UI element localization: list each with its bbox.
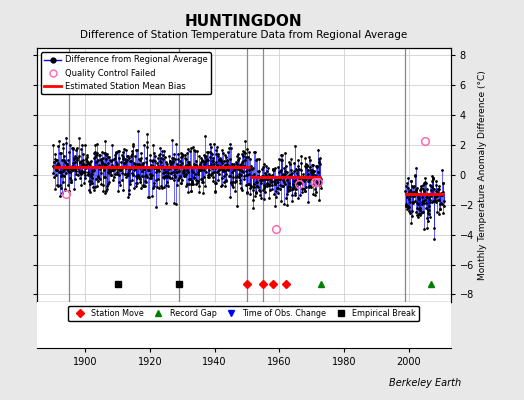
Text: Berkeley Earth: Berkeley Earth [389, 378, 461, 388]
Legend: Difference from Regional Average, Quality Control Failed, Estimated Station Mean: Difference from Regional Average, Qualit… [41, 52, 211, 94]
Y-axis label: Monthly Temperature Anomaly Difference (°C): Monthly Temperature Anomaly Difference (… [478, 70, 487, 280]
Text: Difference of Station Temperature Data from Regional Average: Difference of Station Temperature Data f… [80, 30, 407, 40]
Legend: Station Move, Record Gap, Time of Obs. Change, Empirical Break: Station Move, Record Gap, Time of Obs. C… [69, 306, 419, 321]
Text: HUNTINGDON: HUNTINGDON [185, 14, 302, 29]
